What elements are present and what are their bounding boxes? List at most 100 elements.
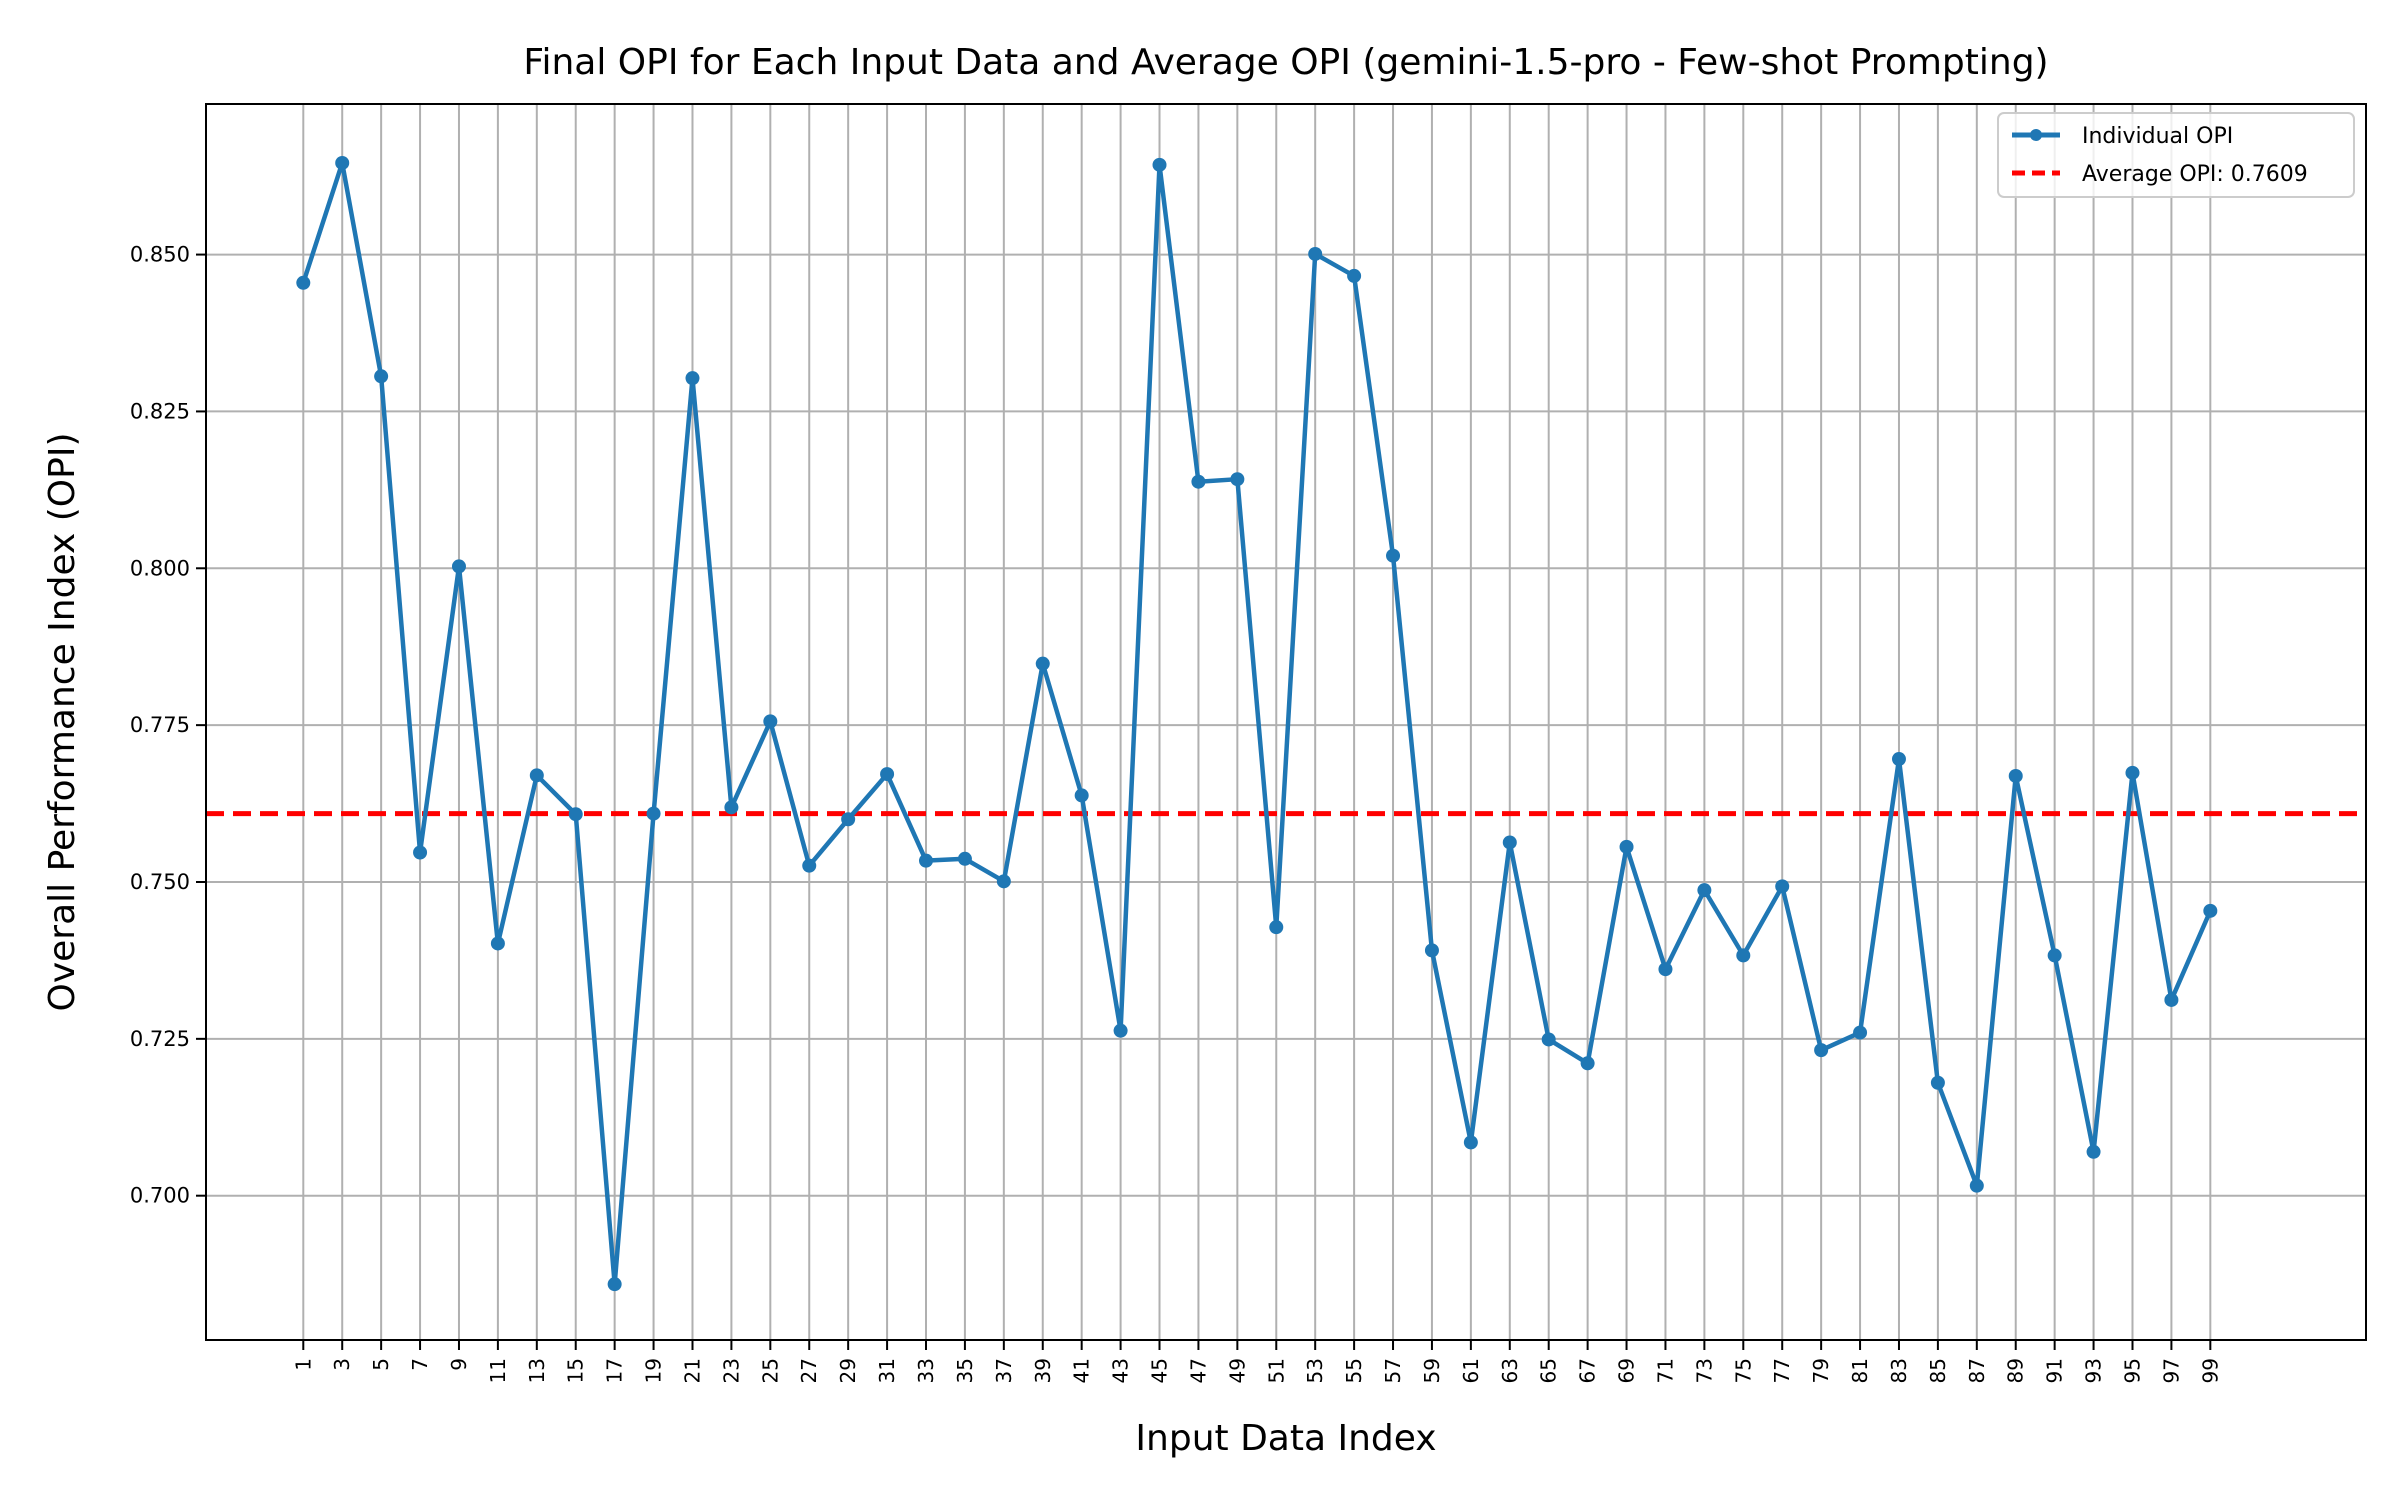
data-point <box>1308 246 1323 261</box>
y-tick-label: 0.800 <box>130 556 190 580</box>
data-point <box>335 155 350 170</box>
x-axis-label: Input Data Index <box>1135 1418 1436 1459</box>
data-point <box>724 800 739 815</box>
x-tick-label: 43 <box>1109 1358 1133 1383</box>
x-tick-label: 3 <box>330 1358 354 1371</box>
data-point <box>1697 883 1712 898</box>
data-point <box>802 858 817 873</box>
data-point <box>1347 268 1362 283</box>
data-point <box>1658 962 1673 977</box>
data-point <box>1814 1043 1829 1058</box>
x-tick-label: 49 <box>1225 1358 1249 1383</box>
x-tick-label: 71 <box>1653 1358 1677 1383</box>
data-point <box>1035 656 1050 671</box>
data-point <box>1930 1075 1945 1090</box>
data-point <box>685 371 700 386</box>
x-tick-label: 5 <box>369 1358 393 1371</box>
data-point <box>1074 788 1089 803</box>
data-point <box>1191 474 1206 489</box>
data-point <box>2125 765 2140 780</box>
data-point <box>957 851 972 866</box>
data-point <box>996 874 1011 889</box>
x-tick-label: 67 <box>1576 1358 1600 1383</box>
x-tick-label: 15 <box>564 1358 588 1383</box>
data-point <box>1386 548 1401 563</box>
x-tick-label: 83 <box>1887 1358 1911 1383</box>
x-tick-label: 25 <box>758 1358 782 1383</box>
x-tick-label: 91 <box>2043 1358 2067 1383</box>
x-tick-label: 17 <box>603 1358 627 1383</box>
legend-label-individual-opi: Individual OPI <box>2082 124 2233 149</box>
plot-frame <box>205 103 2367 1341</box>
x-tick-label: 1 <box>291 1358 315 1371</box>
x-tick-label: 19 <box>642 1358 666 1383</box>
data-point <box>451 559 466 574</box>
chart-title: Final OPI for Each Input Data and Averag… <box>523 42 2048 83</box>
x-tick-label: 9 <box>447 1358 471 1371</box>
data-point <box>841 812 856 827</box>
data-point <box>2047 948 2062 963</box>
x-tick-label: 39 <box>1031 1358 1055 1383</box>
data-point <box>2203 903 2218 918</box>
data-point <box>919 853 933 868</box>
data-point <box>1736 948 1751 963</box>
x-tick-label: 85 <box>1926 1358 1950 1383</box>
legend-box <box>1997 112 2355 198</box>
x-tick-label: 61 <box>1459 1358 1483 1383</box>
data-point <box>1775 879 1790 894</box>
data-point <box>1463 1135 1478 1150</box>
y-tick-label: 0.775 <box>130 713 190 737</box>
x-tick-label: 35 <box>953 1358 977 1383</box>
x-tick-label: 33 <box>914 1358 938 1383</box>
x-tick-label: 81 <box>1848 1358 1872 1383</box>
x-tick-label: 53 <box>1303 1358 1327 1383</box>
x-tick-label: 95 <box>2120 1358 2144 1383</box>
series-layer <box>296 155 2218 1292</box>
data-point <box>296 275 311 290</box>
x-tick-label: 13 <box>525 1358 549 1383</box>
data-point <box>1541 1032 1556 1047</box>
legend: Individual OPI Average OPI: 0.7609 <box>1997 112 2355 198</box>
data-point <box>1152 157 1167 172</box>
data-point <box>2008 768 2023 783</box>
y-tick-label: 0.700 <box>130 1184 190 1208</box>
x-tick-label: 51 <box>1264 1358 1288 1383</box>
data-point <box>413 845 428 860</box>
x-tick-label: 77 <box>1770 1358 1794 1383</box>
x-tick-label: 21 <box>680 1358 704 1383</box>
data-point <box>1502 835 1517 850</box>
data-point <box>490 936 505 951</box>
x-tick-label: 99 <box>2198 1358 2222 1383</box>
x-tick-label: 23 <box>719 1358 743 1383</box>
data-point <box>568 807 583 822</box>
data-point <box>2086 1144 2101 1159</box>
data-point <box>1969 1178 1984 1193</box>
x-tick-label: 75 <box>1731 1358 1755 1383</box>
series-line-individual-opi <box>301 160 2213 1287</box>
data-point <box>763 714 778 729</box>
data-point <box>1891 752 1906 767</box>
data-point <box>1269 920 1284 935</box>
y-tick-label: 0.850 <box>130 243 190 267</box>
x-tick-label: 7 <box>408 1358 432 1371</box>
y-axis-label: Overall Performance Index (OPI) <box>42 433 83 1012</box>
x-tick-label: 79 <box>1809 1358 1833 1383</box>
data-point <box>1580 1056 1595 1071</box>
x-tick-label: 65 <box>1537 1358 1561 1383</box>
x-tick-label: 27 <box>797 1358 821 1383</box>
data-point <box>607 1277 622 1292</box>
y-tick-label: 0.725 <box>130 1027 190 1051</box>
data-point <box>880 767 895 782</box>
data-point <box>1424 943 1439 958</box>
x-tick-label: 63 <box>1498 1358 1522 1383</box>
x-tick-label: 29 <box>836 1358 860 1383</box>
x-tick-label: 93 <box>2082 1358 2106 1383</box>
x-tick-label: 89 <box>2004 1358 2028 1383</box>
legend-label-average-opi: Average OPI: 0.7609 <box>2082 162 2308 187</box>
data-point <box>1230 472 1245 487</box>
y-tick-label: 0.750 <box>130 870 190 894</box>
legend-marker-individual-opi <box>2030 129 2042 141</box>
data-point <box>529 768 544 783</box>
